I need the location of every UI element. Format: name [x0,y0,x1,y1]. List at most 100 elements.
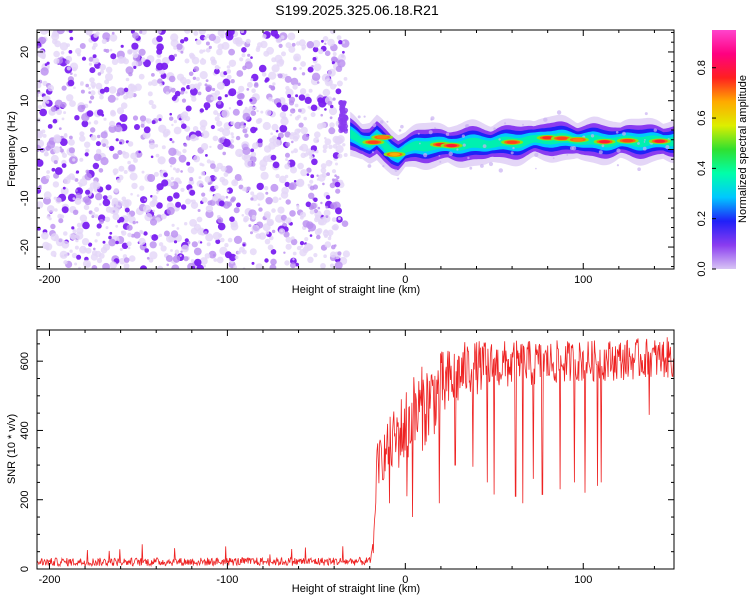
noise-speckle [108,238,116,247]
noise-speckle [60,187,69,195]
noise-speckle [205,47,211,53]
noise-speckle [281,51,286,57]
noise-speckle [206,159,211,164]
noise-speckle [285,199,291,205]
noise-speckle [150,218,157,226]
noise-speckle [265,109,272,116]
noise-speckle [336,35,342,41]
noise-speckle [338,40,343,45]
noise-speckle [173,94,178,100]
noise-speckle [271,208,276,213]
noise-speckle [138,48,146,56]
noise-speckle [266,46,274,55]
noise-speckle [313,137,320,144]
colorbar-label: Normalized spectral amplitude [737,75,749,223]
noise-speckle [79,157,84,162]
noise-speckle [176,227,180,230]
noise-speckle [53,146,61,154]
noise-speckle [93,33,99,38]
noise-speckle [284,163,291,170]
noise-speckle [92,42,98,48]
noise-speckle [106,145,109,149]
snr-series-line [37,337,674,568]
noise-speckle [180,50,184,54]
noise-speckle [68,50,73,54]
noise-speckle [224,251,232,259]
noise-speckle [230,79,235,84]
ridge-speckle [534,152,539,157]
noise-speckle [255,118,262,125]
noise-speckle [156,35,163,43]
ridge-speckle [445,132,450,136]
noise-speckle [37,93,40,97]
noise-speckle [343,77,348,81]
noise-speckle [168,75,176,83]
noise-speckle [193,30,199,36]
noise-speckle [318,217,327,226]
ridge-speckle [598,150,603,155]
noise-speckle [176,151,182,156]
noise-speckle [238,153,242,157]
noise-speckle [88,242,93,247]
noise-speckle [275,173,280,179]
noise-speckle [45,174,50,180]
y-tick-label: 400 [19,421,31,439]
ridge-speckle [380,120,384,124]
noise-speckle [179,254,182,257]
noise-speckle [169,165,173,168]
noise-speckle [328,144,333,150]
noise-speckle [95,82,103,90]
noise-speckle [185,91,188,94]
x-tick-label: -100 [216,274,238,286]
noise-speckle [89,67,96,74]
noise-speckle [56,30,65,35]
noise-speckle [182,148,187,154]
noise-speckle [133,231,141,239]
noise-speckle [239,57,244,62]
noise-speckle [206,242,211,247]
noise-speckle [56,109,62,115]
noise-speckle [322,88,331,97]
noise-speckle [99,69,105,74]
noise-speckle [226,69,232,74]
noise-speckle [73,73,77,77]
noise-speckle [285,142,291,147]
noise-speckle [214,68,220,75]
noise-speckle [268,71,277,80]
noise-speckle [166,195,173,202]
noise-speckle [163,172,168,178]
noise-speckle [50,233,59,242]
noise-speckle [90,81,96,88]
noise-speckle [173,240,178,244]
noise-speckle [156,183,164,191]
noise-speckle [140,265,147,269]
noise-speckle [316,234,321,240]
noise-speckle [297,82,301,86]
noise-speckle [234,174,242,181]
ridge-speckle [644,112,648,116]
noise-speckle [220,195,226,201]
noise-speckle [42,241,50,250]
noise-speckle [89,77,95,83]
noise-speckle [169,116,174,121]
noise-speckle [84,152,89,157]
snr-x-label: Height of straight line (km) [292,583,420,595]
noise-speckle [251,261,255,265]
noise-speckle [290,262,296,269]
noise-speckle [166,130,170,134]
noise-speckle [252,142,259,150]
noise-speckle [271,229,276,234]
noise-speckle [119,247,123,251]
noise-speckle [205,209,214,219]
noise-speckle [139,185,145,191]
noise-speckle [246,186,251,191]
ridge-speckle [397,177,400,180]
noise-speckle [251,88,256,93]
spectrogram-x-label: Height of straight line (km) [292,284,420,296]
ridge-speckle [643,141,646,143]
ridge-speckle [423,153,428,158]
noise-speckle [94,239,98,243]
noise-speckle [112,153,119,160]
noise-speckle [265,230,270,235]
noise-speckle [294,103,299,108]
